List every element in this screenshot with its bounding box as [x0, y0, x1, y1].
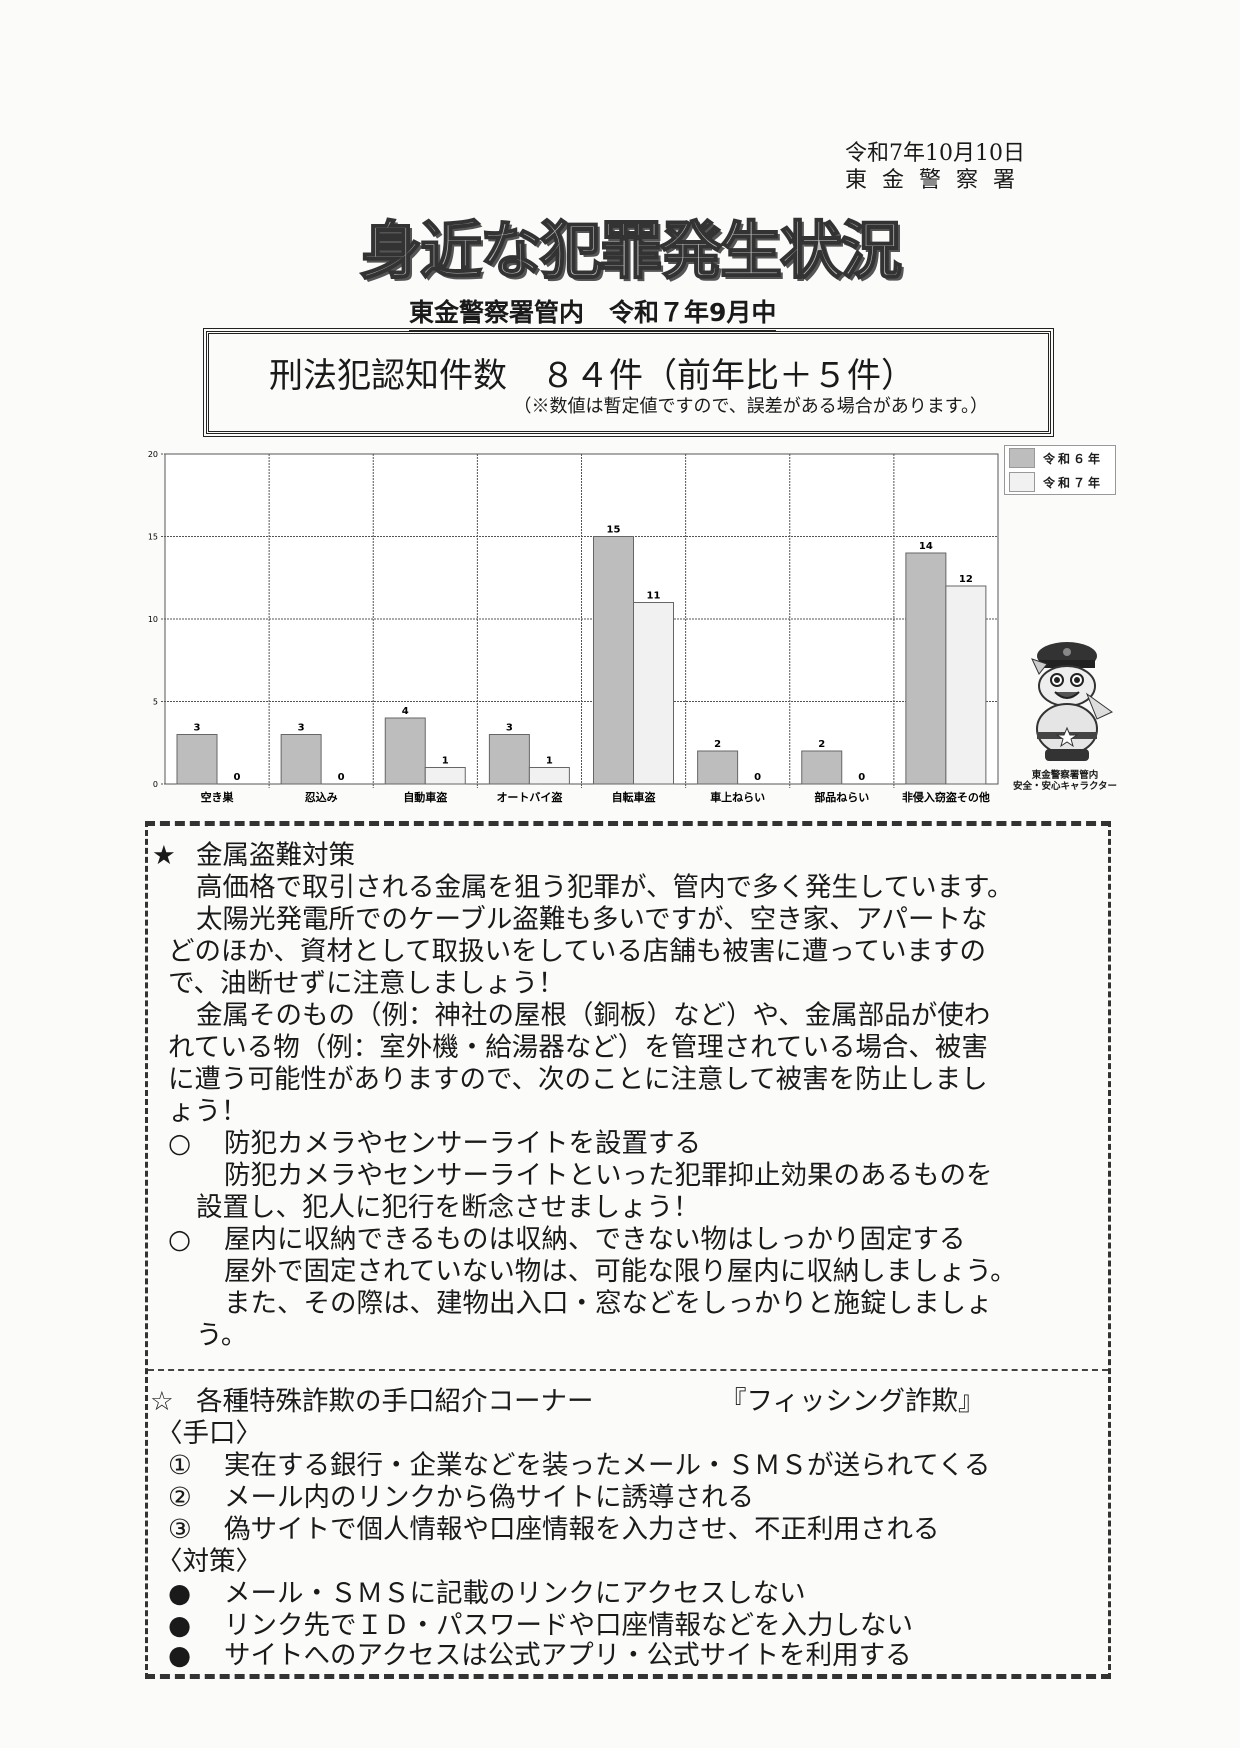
metal-theft-heading: 金属盗難対策 — [196, 840, 355, 871]
measure-line: 防犯カメラやセンサーライトといった犯罪抑止効果のあるものを — [224, 1160, 993, 1191]
data-label: 0 — [754, 772, 761, 783]
data-label: 3 — [506, 723, 513, 734]
number-icon: ② — [168, 1482, 192, 1513]
summary-box: 刑法犯認知件数 ８４件（前年比＋５件） （※数値は暫定値ですので、誤差がある場合… — [203, 328, 1054, 437]
data-label: 12 — [959, 574, 973, 585]
bar-r6 — [593, 536, 634, 785]
measure-line: 屋外で固定されていない物は、可能な限り屋内に収納しましょう。 — [224, 1256, 1017, 1287]
bar-r6 — [488, 734, 530, 785]
bullet-icon: ● — [168, 1578, 192, 1609]
mascot-caption: 東金警察署管内 安全・安心キャラクター — [1005, 770, 1125, 792]
data-label: 3 — [194, 723, 201, 734]
data-label: 0 — [858, 772, 865, 783]
countermeasures-label: 〈対策〉 — [156, 1546, 262, 1577]
number-icon: ① — [168, 1450, 192, 1481]
fraud-topic: 『フィッシング詐欺』 — [720, 1386, 985, 1417]
measure-title: 屋内に収納できるものは収納、できない物はしっかり固定する — [224, 1224, 966, 1255]
body-line: で、油断せずに注意しましょう！ — [168, 968, 565, 999]
y-tick-label: 15 — [148, 533, 158, 542]
data-label: 1 — [442, 756, 449, 767]
legend-item: 令和７年 — [1005, 470, 1115, 494]
issue-info: 令和7年10月10日 東金警察署 — [845, 140, 1030, 194]
notice-box: ★ 金属盗難対策 高価格で取引される金属を狙う犯罪が、管内で多く発生しています。… — [145, 821, 1111, 1679]
countermeasure-item: メール・ＳＭＳに記載のリンクにアクセスしない — [224, 1578, 806, 1609]
x-category-label: 非侵入窃盗その他 — [902, 790, 990, 804]
x-category-label: オートバイ盗 — [496, 790, 562, 804]
body-line: 金属そのもの（例：神社の屋根（銅板）など）や、金属部品が使わ — [196, 1000, 991, 1031]
mascot-caption-line: 東金警察署管内 — [1031, 770, 1099, 781]
body-line: に遭う可能性がありますので、次のことに注意して被害を防止しまし — [168, 1064, 988, 1095]
circle-bullet-icon: ○ — [168, 1224, 192, 1255]
y-tick-label: 20 — [148, 450, 158, 459]
fraud-heading: 各種特殊詐欺の手口紹介コーナー — [196, 1386, 594, 1417]
legend-swatch — [1009, 448, 1035, 468]
method-item: メール内のリンクから偽サイトに誘導される — [224, 1482, 754, 1513]
data-label: 4 — [402, 706, 409, 717]
body-line: ょう！ — [168, 1096, 248, 1127]
body-line: れている物（例：室外機・給湯器など）を管理されている場合、被害 — [168, 1032, 988, 1063]
x-category-label: 忍込み — [305, 790, 338, 804]
body-line: どのほか、資材として取扱いをしている店舗も被害に遭っていますの — [168, 936, 987, 967]
bar-r7 — [528, 767, 570, 785]
issuer: 東金警察署 — [845, 168, 1031, 193]
police-mascot-illustration — [1031, 642, 1113, 761]
bar-r7 — [424, 767, 466, 785]
circle-bullet-icon: ○ — [168, 1128, 192, 1159]
outline-star-icon: ☆ — [150, 1386, 174, 1417]
mascot-caption-line: 安全・安心キャラクター — [1012, 781, 1118, 792]
issue-date: 令和7年10月10日 — [845, 141, 1025, 166]
legend-label: 令和７年 — [1043, 475, 1104, 490]
summary-note: （※数値は暫定値ですので、誤差がある場合があります。） — [513, 396, 988, 417]
bar-r6 — [280, 734, 322, 785]
bar-r6 — [801, 750, 843, 785]
body-line: 高価格で取引される金属を狙う犯罪が、管内で多く発生しています。 — [196, 872, 1014, 903]
measure-title: 防犯カメラやセンサーライトを設置する — [224, 1128, 701, 1159]
method-item: 実在する銀行・企業などを装ったメール・ＳＭＳが送られてくる — [224, 1450, 991, 1481]
x-category-label: 自動車盗 — [403, 790, 447, 804]
bar-r6 — [697, 750, 739, 785]
x-category-label: 車上ねらい — [710, 790, 765, 804]
bar-r6 — [905, 552, 947, 785]
method-item: 偽サイトで個人情報や口座情報を入力させ、不正利用される — [224, 1514, 940, 1545]
data-label: 2 — [714, 739, 721, 750]
data-label: 2 — [818, 739, 825, 750]
data-label: 3 — [298, 723, 305, 734]
measure-line: う。 — [196, 1320, 248, 1351]
data-label: 11 — [647, 591, 661, 602]
section-divider — [148, 1369, 1108, 1371]
banner-title: 身近な犯罪発生状況 — [359, 213, 903, 288]
y-tick-label: 5 — [153, 698, 158, 707]
measure-line: 設置し、犯人に犯行を断念させましょう！ — [196, 1192, 700, 1223]
crime-bar-chart: 0510152030空き巣30忍込み41自動車盗31オートバイ盗1511自転車盗… — [148, 450, 999, 804]
legend-swatch — [1009, 472, 1035, 492]
data-label: 0 — [234, 772, 241, 783]
summary-count: 刑法犯認知件数 ８４件（前年比＋５件） — [269, 356, 915, 396]
bullet-icon: ● — [168, 1640, 192, 1671]
x-category-label: 空き巣 — [201, 790, 235, 804]
data-label: 15 — [607, 525, 621, 536]
measure-line: また、その際は、建物出入口・窓などをしっかりと施錠しましょ — [224, 1288, 993, 1319]
subtitle: 東金警察署管内 令和７年9月中 — [409, 293, 777, 332]
y-tick-label: 0 — [153, 780, 158, 789]
data-label: 1 — [546, 756, 553, 767]
methods-label: 〈手口〉 — [156, 1418, 262, 1449]
bullet-icon: ● — [168, 1610, 192, 1641]
bar-r6 — [384, 717, 426, 785]
x-category-label: 部品ねらい — [814, 790, 869, 804]
chart-legend: 令和６年 令和７年 — [1004, 445, 1116, 495]
countermeasure-item: リンク先でＩＤ・パスワードや口座情報などを入力しない — [224, 1610, 913, 1641]
legend-item: 令和６年 — [1005, 446, 1115, 470]
bar-r7 — [633, 602, 674, 785]
x-category-label: 自転車盗 — [612, 790, 656, 804]
star-icon: ★ — [152, 840, 176, 871]
number-icon: ③ — [168, 1514, 192, 1545]
y-tick-label: 10 — [148, 615, 158, 624]
data-label: 0 — [338, 772, 345, 783]
countermeasure-item: サイトへのアクセスは公式アプリ・公式サイトを利用する — [224, 1640, 912, 1671]
bar-r6 — [176, 734, 218, 785]
data-label: 14 — [919, 541, 933, 552]
legend-label: 令和６年 — [1043, 451, 1104, 466]
body-line: 太陽光発電所でのケーブル盗難も多いですが、空き家、アパートな — [196, 904, 988, 935]
bar-r7 — [945, 585, 987, 785]
